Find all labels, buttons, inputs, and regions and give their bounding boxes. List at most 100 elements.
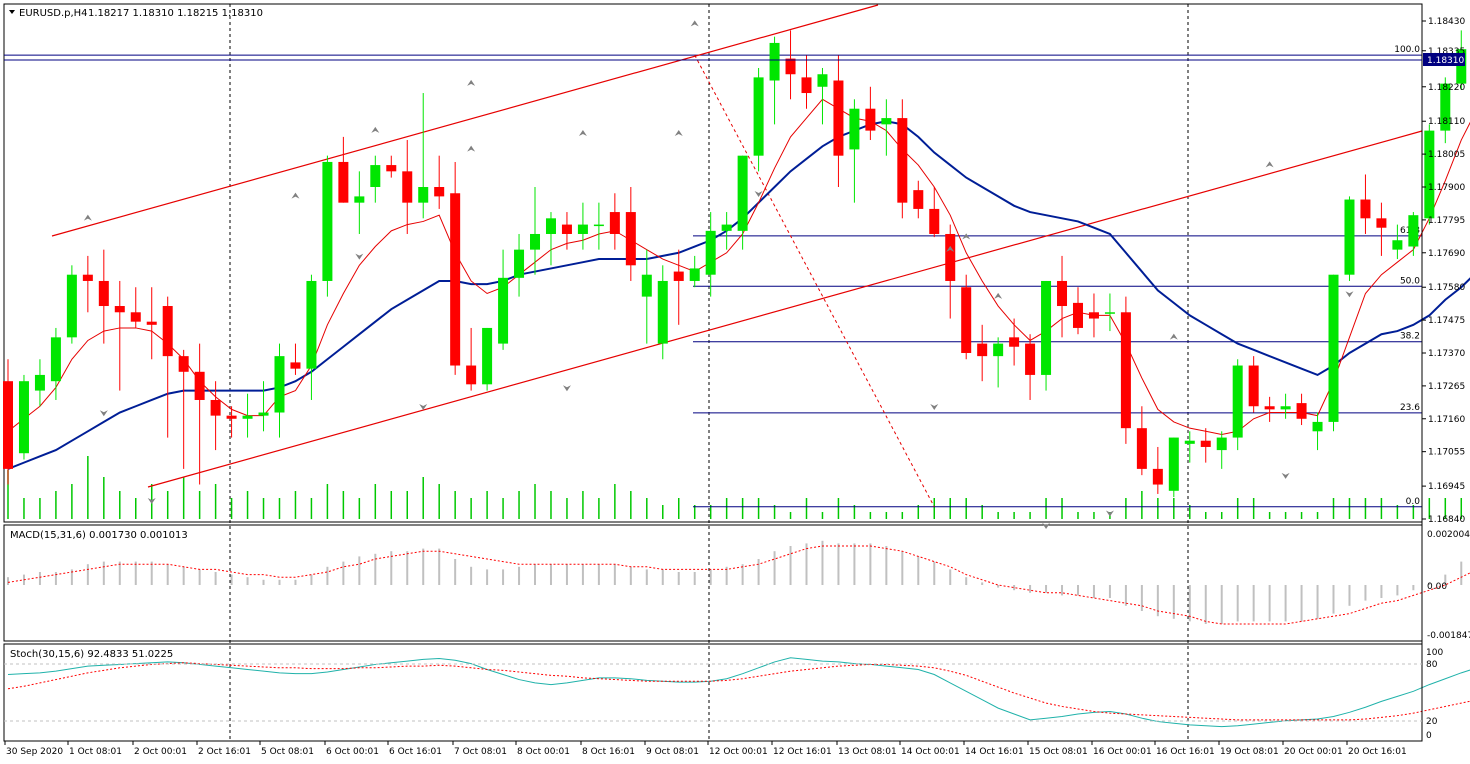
candle-body bbox=[833, 80, 844, 156]
fib-level-label: 50.0 bbox=[1400, 276, 1420, 286]
candle-body bbox=[1248, 365, 1259, 407]
candle-body bbox=[1168, 437, 1179, 491]
fractal-up-icon bbox=[946, 245, 955, 252]
candle-body bbox=[210, 399, 221, 416]
time-tick-label: 2 Oct 00:01 bbox=[134, 747, 187, 757]
candle-body bbox=[1328, 274, 1339, 422]
macd-panel-frame[interactable] bbox=[3, 524, 1423, 642]
candle-body bbox=[1408, 215, 1419, 247]
candle-body bbox=[689, 268, 700, 281]
candle-body bbox=[993, 343, 1004, 357]
channel-upper-line bbox=[51, 4, 879, 237]
candle-body bbox=[1264, 406, 1275, 410]
candle-body bbox=[322, 161, 333, 281]
candle-body bbox=[530, 233, 541, 250]
price-tick-label: 1.18220 bbox=[1428, 83, 1465, 93]
fractal-up-icon bbox=[1169, 333, 1178, 340]
symbol-label: EURUSD.p,H4 bbox=[19, 8, 88, 19]
time-tick-label: 5 Oct 08:01 bbox=[261, 747, 314, 757]
time-tick-label: 14 Oct 16:01 bbox=[965, 747, 1024, 757]
period-separators bbox=[229, 4, 1189, 741]
fractal-up-icon bbox=[371, 126, 380, 133]
macd-axis-label-top: 0.002004 bbox=[1427, 530, 1470, 540]
candle-body bbox=[721, 224, 732, 231]
candle bbox=[498, 249, 509, 350]
candle-body bbox=[130, 312, 141, 322]
time-tick-label: 20 Oct 16:01 bbox=[1348, 747, 1407, 757]
candle bbox=[178, 349, 189, 469]
candle-body bbox=[657, 280, 668, 344]
candle-body bbox=[18, 381, 29, 454]
fractal-down-icon bbox=[355, 253, 364, 260]
stoch-panel-frame[interactable] bbox=[3, 643, 1423, 742]
candle-body bbox=[1072, 302, 1083, 328]
candle bbox=[945, 224, 956, 319]
candle-body bbox=[1184, 440, 1195, 444]
candle bbox=[1360, 174, 1371, 234]
candle bbox=[913, 180, 924, 219]
candle bbox=[625, 187, 636, 281]
candle bbox=[34, 359, 45, 407]
candle bbox=[1104, 293, 1115, 332]
candle-body bbox=[338, 161, 349, 203]
candle-body bbox=[1025, 343, 1036, 375]
candle bbox=[753, 67, 764, 172]
stoch-axis-label-100: 100 bbox=[1426, 648, 1443, 658]
current-price-box bbox=[1423, 53, 1465, 66]
candle-body bbox=[1360, 199, 1371, 219]
fractal-arrows bbox=[83, 20, 1354, 529]
candle bbox=[226, 406, 237, 438]
candle bbox=[545, 212, 556, 266]
candle bbox=[1216, 431, 1227, 469]
candle bbox=[1136, 406, 1147, 476]
candle bbox=[3, 359, 13, 485]
fractal-down-icon bbox=[419, 403, 428, 410]
symbol-dropdown-icon[interactable] bbox=[9, 10, 15, 14]
candle bbox=[290, 343, 301, 375]
candle-body bbox=[769, 42, 780, 81]
stoch-axis-label-0: 0 bbox=[1426, 731, 1432, 741]
candle-body bbox=[50, 337, 61, 382]
channel-lower-line bbox=[147, 130, 1423, 488]
candle bbox=[1280, 393, 1291, 419]
candle bbox=[322, 155, 333, 297]
fib-level-label: 23.6 bbox=[1400, 403, 1420, 413]
candle-body bbox=[418, 187, 429, 203]
ohlc-readout: 1.18217 1.18310 1.18215 1.18310 bbox=[88, 8, 263, 19]
candle-body bbox=[402, 171, 413, 203]
candle bbox=[354, 171, 365, 234]
price-tick-label: 1.17795 bbox=[1428, 216, 1465, 226]
candle-body bbox=[114, 306, 125, 313]
candle-body bbox=[146, 321, 157, 325]
candle bbox=[849, 99, 860, 203]
macd-axis-label-bottom: -0.001847 bbox=[1427, 631, 1470, 641]
candle-body bbox=[66, 274, 77, 338]
candle-body bbox=[194, 371, 205, 400]
candle bbox=[577, 202, 588, 250]
candle bbox=[306, 274, 317, 400]
candle bbox=[1168, 437, 1179, 498]
candle-body bbox=[1041, 280, 1052, 375]
candle-body bbox=[1216, 437, 1227, 451]
candle-body bbox=[290, 362, 301, 369]
ma-slow-line bbox=[7, 120, 1470, 470]
candle bbox=[1264, 396, 1275, 422]
candle bbox=[514, 233, 525, 297]
fibonacci-retracement[interactable]: 100.061.850.038.223.60.0 bbox=[4, 45, 1422, 508]
candle-body bbox=[1440, 83, 1451, 131]
candle-body bbox=[242, 415, 253, 419]
candle-body bbox=[226, 415, 237, 419]
trend-channel[interactable] bbox=[51, 4, 1423, 488]
candle bbox=[881, 99, 892, 156]
candle-body bbox=[434, 187, 445, 197]
candle bbox=[1296, 393, 1307, 426]
stoch-main-line bbox=[7, 657, 1470, 728]
fib-level-label: 0.0 bbox=[1406, 497, 1421, 507]
candle bbox=[82, 255, 93, 313]
macd-title: MACD(15,31,6) 0.001730 0.001013 bbox=[10, 530, 188, 541]
price-tick-label: 1.18005 bbox=[1428, 150, 1465, 160]
candle bbox=[242, 393, 253, 438]
candle-body bbox=[801, 77, 812, 94]
candle bbox=[530, 187, 541, 275]
